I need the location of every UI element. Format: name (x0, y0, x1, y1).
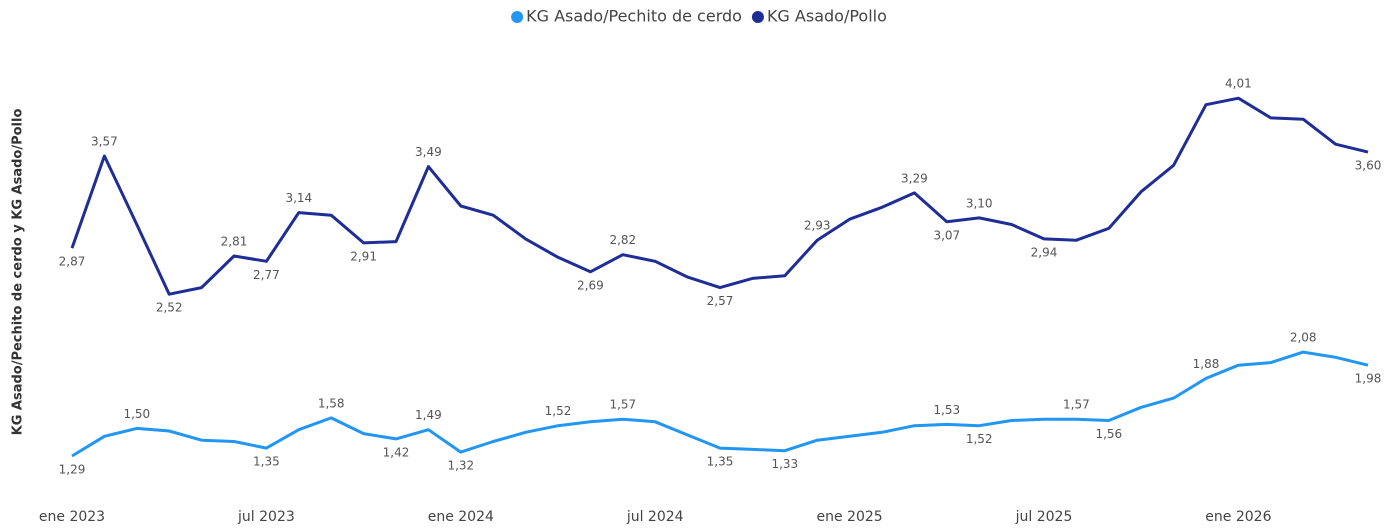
data-label: 1,98 (1355, 372, 1382, 386)
y-axis-label: KG Asado/Pechito de cerdo y KG Asado/Pol… (11, 109, 26, 436)
data-label: 3,07 (933, 228, 960, 242)
data-label: 3,57 (91, 135, 118, 149)
data-label: 1,57 (609, 398, 636, 412)
data-label: 1,49 (415, 408, 442, 422)
data-label: 1,35 (253, 455, 280, 469)
x-tick-label: ene 2024 (428, 509, 494, 525)
data-label: 2,81 (221, 235, 248, 249)
series-line (71, 350, 1369, 458)
data-label: 3,49 (415, 145, 442, 159)
data-label: 3,14 (285, 191, 312, 205)
data-label: 1,29 (59, 463, 86, 477)
legend-marker (751, 11, 764, 23)
series-line (70, 96, 1369, 296)
data-label: 1,88 (1193, 357, 1220, 371)
data-label: 1,52 (966, 432, 993, 446)
x-tick-label: ene 2023 (39, 509, 105, 525)
data-label: 3,29 (901, 171, 928, 185)
x-tick-label: ene 2025 (817, 509, 883, 525)
x-tick-label: jul 2024 (626, 509, 684, 525)
legend-marker (511, 11, 524, 23)
data-label: 2,08 (1290, 331, 1317, 345)
x-tick-label: jul 2025 (1015, 509, 1073, 525)
data-label: 4,01 (1225, 77, 1252, 91)
data-label: 1,50 (123, 407, 150, 421)
data-label: 1,33 (771, 457, 798, 471)
x-tick-label: ene 2026 (1205, 509, 1271, 525)
data-label: 2,57 (707, 294, 734, 308)
data-label: 1,58 (318, 396, 345, 410)
data-label: 1,57 (1063, 398, 1090, 412)
data-label: 1,56 (1095, 427, 1122, 441)
legend: KG Asado/Pechito de cerdo KG Asado/Pollo (511, 7, 887, 26)
data-label: 2,91 (350, 249, 377, 263)
data-label: 2,94 (1031, 245, 1058, 259)
data-label: 1,35 (707, 455, 734, 469)
data-label: 1,53 (933, 403, 960, 417)
data-label: 2,87 (59, 255, 86, 269)
data-label: 1,42 (383, 445, 410, 459)
legend-label: KG Asado/Pechito de cerdo (526, 7, 742, 26)
data-label: 3,10 (966, 196, 993, 210)
data-label: 2,77 (253, 268, 280, 282)
data-label: 2,93 (804, 219, 831, 233)
x-tick-label: jul 2023 (237, 509, 295, 525)
legend-label: KG Asado/Pollo (767, 7, 887, 26)
data-label: 1,52 (545, 404, 572, 418)
data-label: 2,82 (609, 233, 636, 247)
data-label: 3,60 (1355, 159, 1382, 173)
data-label: 2,52 (156, 301, 183, 315)
data-label: 2,69 (577, 278, 604, 292)
data-label: 1,32 (447, 459, 474, 473)
